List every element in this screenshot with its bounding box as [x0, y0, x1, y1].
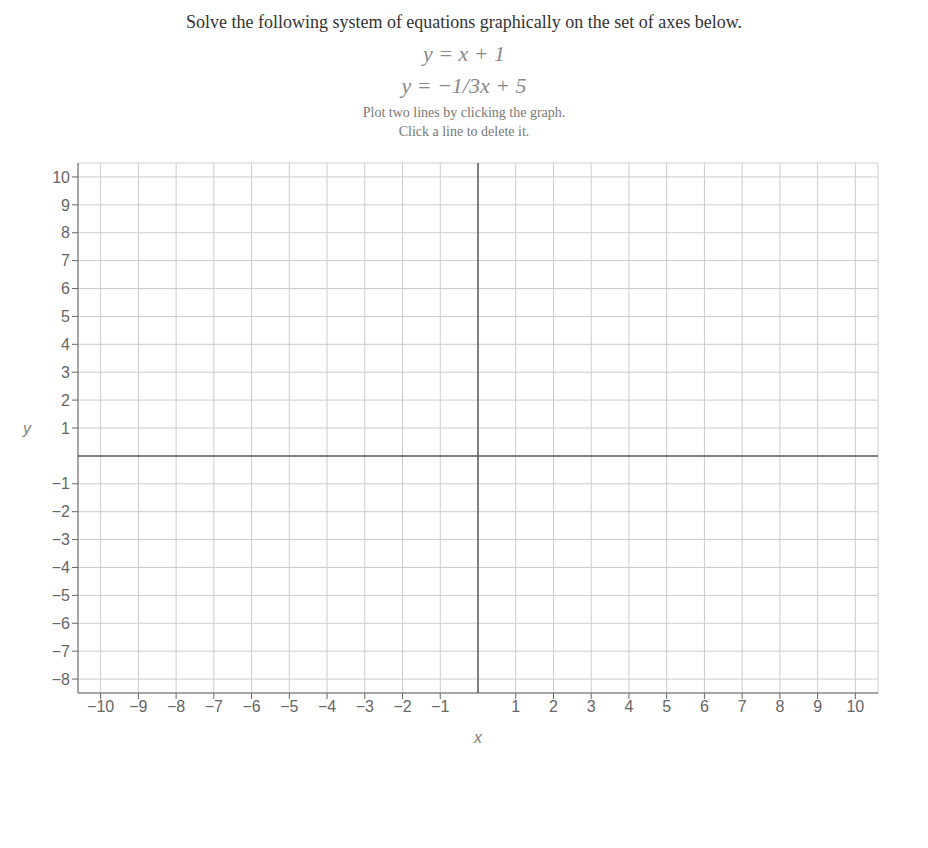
svg-text:−5: −5 — [52, 587, 70, 604]
svg-text:6: 6 — [700, 698, 709, 715]
svg-text:x: x — [473, 729, 483, 746]
html-text:Click a line to delete it.: Click a line to delete it. — [398, 124, 530, 139]
svg-text:5: 5 — [61, 308, 70, 325]
svg-text:−7: −7 — [52, 643, 70, 660]
svg-text:10: 10 — [52, 169, 70, 186]
svg-text:−5: −5 — [280, 698, 298, 715]
svg-text:−3: −3 — [356, 698, 374, 715]
svg-text:−1: −1 — [431, 698, 449, 715]
svg-text:−8: −8 — [167, 698, 185, 715]
svg-text:3: 3 — [61, 364, 70, 381]
svg-text:5: 5 — [662, 698, 671, 715]
svg-text:9: 9 — [61, 197, 70, 214]
svg-text:8: 8 — [61, 224, 70, 241]
svg-text:8: 8 — [775, 698, 784, 715]
svg-text:7: 7 — [738, 698, 747, 715]
svg-text:3: 3 — [587, 698, 596, 715]
svg-text:1: 1 — [511, 698, 520, 715]
svg-text:−4: −4 — [52, 559, 70, 576]
html-text:y = x + 1: y = x + 1 — [422, 41, 506, 66]
html-text:Plot two lines by clicking the: Plot two lines by clicking the graph. — [362, 105, 566, 120]
svg-text:1: 1 — [61, 420, 70, 437]
svg-text:2: 2 — [549, 698, 558, 715]
svg-text:−9: −9 — [129, 698, 147, 715]
svg-text:−2: −2 — [393, 698, 411, 715]
svg-text:−4: −4 — [318, 698, 336, 715]
html-text:y = −1/3x + 5: y = −1/3x + 5 — [401, 73, 527, 98]
svg-text:−7: −7 — [205, 698, 223, 715]
svg-text:−3: −3 — [52, 531, 70, 548]
svg-text:−10: −10 — [87, 698, 114, 715]
svg-text:4: 4 — [624, 698, 633, 715]
svg-text:y: y — [22, 420, 32, 437]
svg-text:7: 7 — [61, 252, 70, 269]
svg-text:−2: −2 — [52, 503, 70, 520]
svg-text:4: 4 — [61, 336, 70, 353]
html-text:Solve the following system of: Solve the following system of equations … — [185, 12, 743, 32]
svg-text:−1: −1 — [52, 475, 70, 492]
svg-text:6: 6 — [61, 280, 70, 297]
svg-text:−6: −6 — [52, 615, 70, 632]
svg-text:2: 2 — [61, 392, 70, 409]
svg-text:10: 10 — [846, 698, 864, 715]
svg-text:−8: −8 — [52, 671, 70, 688]
svg-text:−6: −6 — [242, 698, 260, 715]
svg-text:9: 9 — [813, 698, 822, 715]
